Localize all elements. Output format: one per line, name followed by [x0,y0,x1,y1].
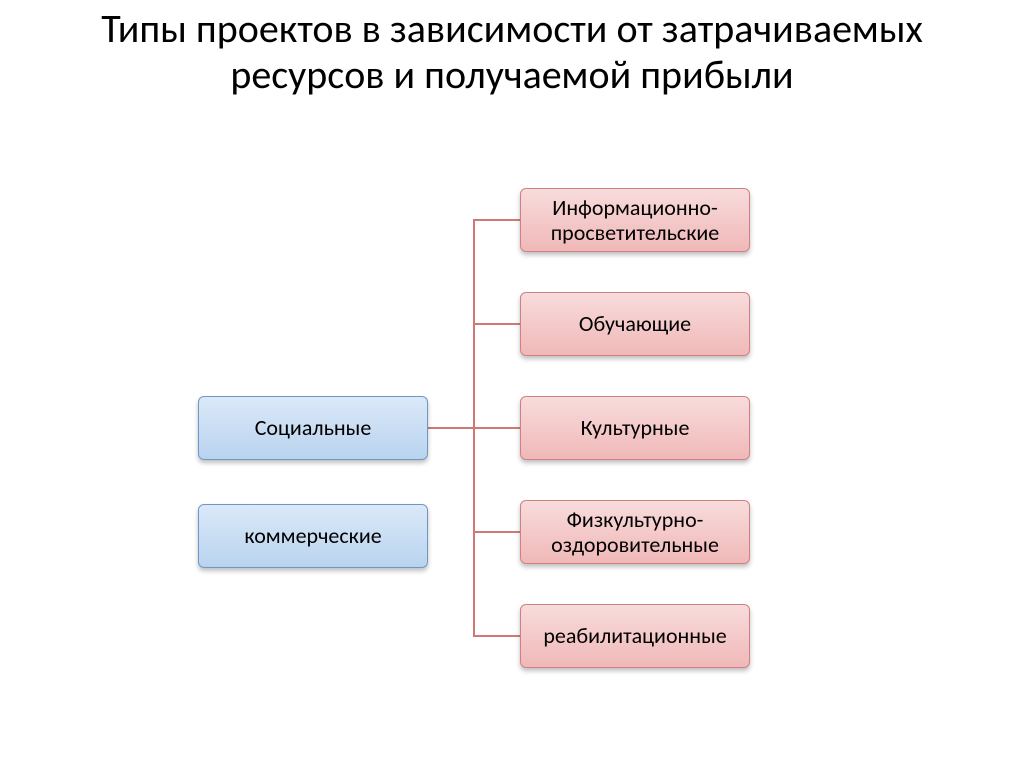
right-node-rehab: реабилитационные [520,604,750,668]
right-node-label: Обучающие [579,311,691,336]
left-node-label: коммерческие [244,523,381,548]
right-node-info: Информационно- просветительские [520,188,750,252]
connector-line [428,220,520,428]
right-node-label: Физкультурно- оздоровительные [551,507,719,558]
left-node-social: Социальные [198,396,428,460]
right-node-edu: Обучающие [520,292,750,356]
connector-lines [0,0,1024,767]
right-node-fitness: Физкультурно- оздоровительные [520,500,750,564]
connector-line [428,324,520,428]
right-node-label: реабилитационные [543,623,726,648]
connector-line [428,428,520,636]
right-node-label: Информационно- просветительские [551,195,720,246]
left-node-commercial: коммерческие [198,504,428,568]
left-node-label: Социальные [255,415,372,440]
right-node-culture: Культурные [520,396,750,460]
right-node-label: Культурные [581,415,690,440]
connector-line [428,428,520,532]
page-title: Типы проектов в зависимости от затрачива… [0,0,1024,98]
